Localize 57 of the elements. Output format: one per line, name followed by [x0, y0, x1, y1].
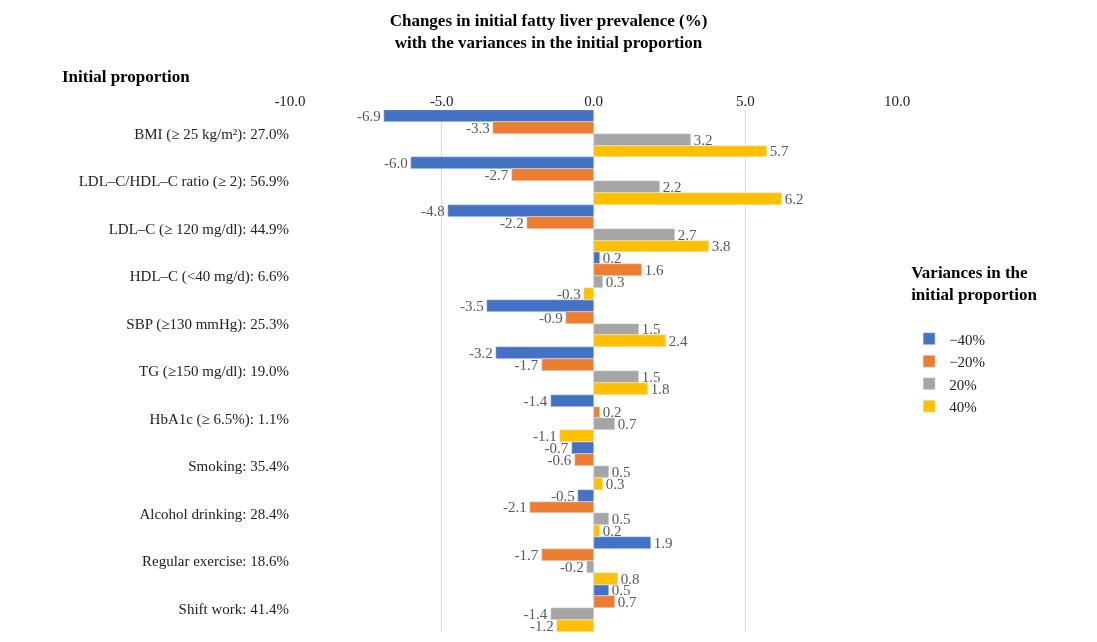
- data-label: 2.2: [662, 178, 682, 195]
- y-tick-label: SBP (≥130 mmHg): 25.3%: [126, 315, 289, 333]
- y-tick-label: HbA1c (≥ 6.5%): 1.1%: [149, 410, 289, 428]
- y-tick-label: LDL–C (≥ 120 mg/dl): 44.9%: [108, 220, 289, 238]
- data-label: 6.2: [784, 190, 804, 207]
- legend-label: 20%: [949, 376, 977, 393]
- y-tick-label: Smoking: 35.4%: [188, 458, 289, 475]
- data-label: 0.7: [617, 415, 637, 432]
- data-label: -3.3: [466, 119, 490, 136]
- data-label: 1.5: [641, 321, 661, 338]
- data-label: -1.1: [533, 427, 557, 444]
- chart-title: Changes in initial fatty liver prevalence (%) with the variances in the initial proportion: [389, 10, 708, 52]
- legend-label: −20%: [949, 354, 986, 371]
- data-label: -0.2: [560, 558, 584, 575]
- y-tick-label: LDL–C/HDL–C ratio (≥ 2): 56.9%: [78, 173, 289, 191]
- data-label: -2.2: [500, 214, 524, 231]
- data-label: -1.4: [523, 392, 548, 409]
- legend-label: 40%: [949, 399, 977, 416]
- data-label: -1.4: [523, 605, 548, 622]
- y-tick-label: Regular exercise: 18.6%: [141, 553, 289, 570]
- data-label: 3.2: [693, 131, 713, 148]
- data-label: 0.3: [605, 273, 625, 290]
- data-label: -2.1: [503, 499, 527, 516]
- y-tick-label: Alcohol drinking: 28.4%: [139, 505, 289, 522]
- data-label: -3.5: [460, 297, 484, 314]
- data-label: -1.7: [514, 546, 539, 563]
- data-label: -6.0: [384, 154, 408, 171]
- data-label: -3.2: [469, 344, 493, 361]
- legend-label: −40%: [949, 331, 986, 348]
- y-axis-title: Initial proportion: [62, 67, 191, 86]
- data-label: 0.5: [611, 463, 631, 480]
- data-label: 5.7: [769, 143, 789, 160]
- y-tick-label: HDL–C (<40 mg/d): 6.6%: [129, 268, 289, 286]
- data-label: 3.8: [711, 238, 731, 255]
- data-label: 1.5: [641, 368, 661, 385]
- x-tick-label: -10.0: [274, 93, 306, 109]
- y-tick-label: TG (≥150 mg/dl): 19.0%: [139, 363, 289, 381]
- x-tick-label: 0.0: [584, 93, 603, 109]
- y-tick-label: Shift work: 41.4%: [178, 600, 289, 617]
- data-label: -6.9: [357, 107, 381, 124]
- data-label: -0.5: [551, 487, 575, 504]
- data-label: -0.3: [557, 285, 581, 302]
- data-label: 1.6: [644, 261, 664, 278]
- data-label: -4.8: [421, 202, 445, 219]
- x-tick-label: 10.0: [883, 93, 911, 109]
- data-label: -0.9: [539, 309, 563, 326]
- y-tick-label: BMI (≥ 25 kg/m²): 27.0%: [134, 125, 289, 143]
- data-label: 0.2: [602, 249, 622, 266]
- legend-title: Variances in the initial proportion: [911, 263, 1038, 305]
- data-label: 2.7: [677, 226, 697, 243]
- x-tick-label: 5.0: [735, 93, 755, 109]
- data-label: 1.9: [653, 534, 673, 551]
- x-tick-label: -5.0: [429, 93, 454, 109]
- data-label: 2.4: [668, 332, 688, 349]
- data-label: -2.7: [484, 166, 509, 183]
- data-label: -1.7: [514, 356, 539, 373]
- data-label: 0.5: [611, 510, 631, 527]
